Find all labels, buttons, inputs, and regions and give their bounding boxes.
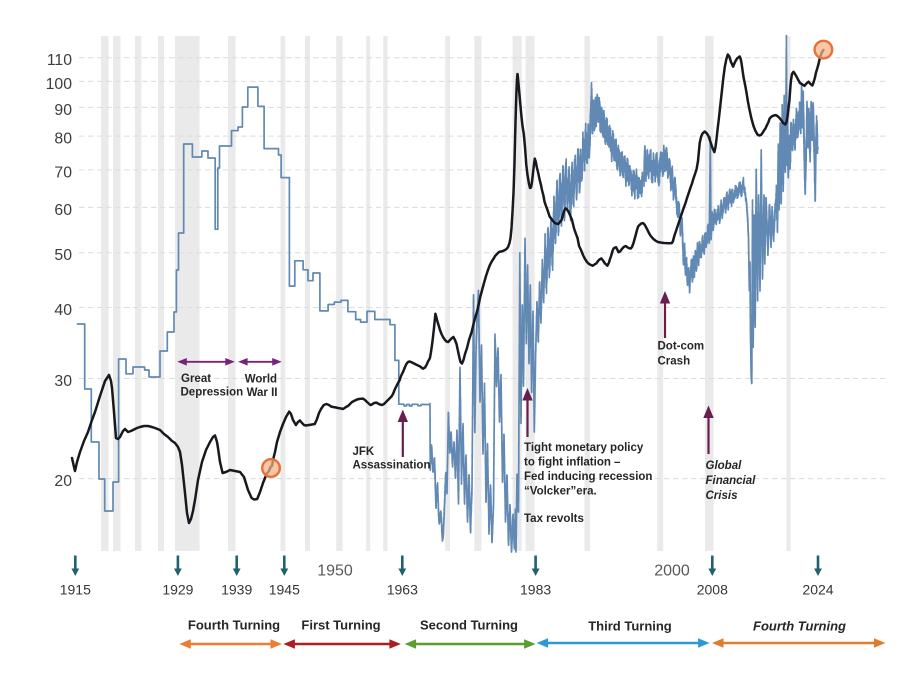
svg-text:1929: 1929 xyxy=(162,582,193,598)
svg-text:Fourth Turning: Fourth Turning xyxy=(188,618,280,633)
svg-text:First Turning: First Turning xyxy=(301,618,380,633)
svg-text:70: 70 xyxy=(54,164,72,181)
svg-text:20: 20 xyxy=(54,473,72,490)
svg-text:100: 100 xyxy=(46,76,73,93)
svg-text:Depression: Depression xyxy=(181,387,244,399)
svg-text:2008: 2008 xyxy=(697,582,728,598)
svg-text:1915: 1915 xyxy=(60,582,91,598)
svg-text:Great: Great xyxy=(181,373,211,385)
svg-text:90: 90 xyxy=(54,102,72,119)
svg-text:Dot-com: Dot-com xyxy=(658,341,705,353)
svg-text:1945: 1945 xyxy=(269,582,300,598)
svg-text:Tax revolts: Tax revolts xyxy=(524,513,584,525)
svg-text:1939: 1939 xyxy=(221,582,252,598)
svg-text:2024: 2024 xyxy=(802,582,833,598)
svg-text:1950: 1950 xyxy=(317,563,353,580)
svg-text:Financial: Financial xyxy=(706,475,757,487)
svg-text:Assassination: Assassination xyxy=(353,460,431,472)
svg-text:Second Turning: Second Turning xyxy=(420,618,518,633)
svg-text:Tight monetary policy: Tight monetary policy xyxy=(524,442,644,454)
svg-text:50: 50 xyxy=(54,247,72,264)
svg-text:World: World xyxy=(245,374,277,386)
svg-text:Crash: Crash xyxy=(658,356,691,368)
svg-text:1963: 1963 xyxy=(387,582,418,598)
svg-text:30: 30 xyxy=(54,373,72,390)
svg-text:2000: 2000 xyxy=(654,563,690,580)
svg-text:60: 60 xyxy=(54,202,72,219)
svg-text:“Volcker”era.: “Volcker”era. xyxy=(524,485,597,497)
svg-text:JFK: JFK xyxy=(353,446,375,458)
svg-text:Fourth Turning: Fourth Turning xyxy=(753,619,846,634)
svg-text:110: 110 xyxy=(47,52,72,69)
svg-text:40: 40 xyxy=(54,302,72,319)
svg-text:80: 80 xyxy=(54,131,72,148)
svg-text:to fight inflation –: to fight inflation – xyxy=(524,456,621,468)
svg-text:Crisis: Crisis xyxy=(706,490,738,502)
svg-text:Global: Global xyxy=(706,460,743,472)
svg-text:War II: War II xyxy=(247,387,278,399)
svg-text:Third Turning: Third Turning xyxy=(588,619,672,634)
svg-text:1983: 1983 xyxy=(520,582,551,598)
svg-text:Fed inducing recession: Fed inducing recession xyxy=(524,471,652,483)
